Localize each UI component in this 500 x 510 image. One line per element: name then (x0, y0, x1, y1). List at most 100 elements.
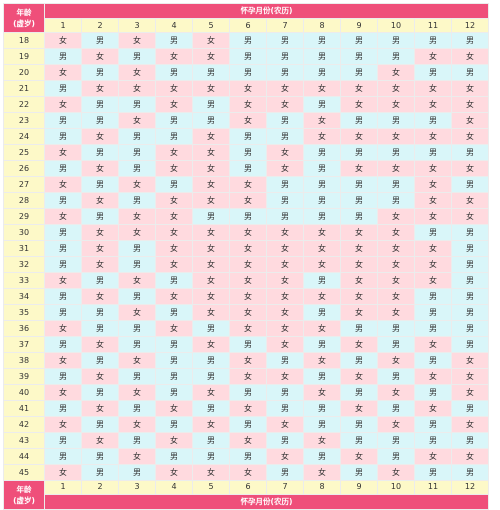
gender-cell: 女 (192, 336, 230, 353)
gender-cell: 女 (155, 96, 193, 113)
age-cell: 30 (3, 224, 45, 241)
gender-cell: 男 (451, 272, 489, 289)
gender-cell: 男 (377, 112, 415, 129)
gender-cell: 女 (229, 304, 267, 321)
table-row: 25 女男男女女男女男男男男男 (3, 144, 489, 161)
gender-cell: 女 (414, 160, 452, 177)
month-label: 4 (155, 480, 193, 495)
gender-cell: 女 (266, 448, 304, 465)
gender-cell: 女 (451, 48, 489, 65)
month-label: 11 (414, 18, 452, 33)
gender-cell: 女 (340, 448, 378, 465)
gender-cell: 男 (414, 464, 452, 481)
gender-cell: 女 (192, 128, 230, 145)
gender-cell: 女 (229, 80, 267, 97)
gender-cell: 男 (229, 128, 267, 145)
gender-cell: 女 (266, 80, 304, 97)
gender-cell: 男 (44, 336, 82, 353)
gender-cell: 女 (81, 288, 119, 305)
gender-cell: 女 (192, 32, 230, 49)
age-header-top: 年龄 (虚岁) (3, 3, 45, 33)
gender-cell: 女 (81, 160, 119, 177)
gender-cell: 女 (340, 272, 378, 289)
gender-cell: 女 (377, 288, 415, 305)
gender-cell: 女 (155, 256, 193, 273)
gender-cell: 女 (414, 48, 452, 65)
table-row: 24 男女男男女男男女女女女女 (3, 128, 489, 145)
gender-cell: 男 (414, 320, 452, 337)
gender-cell: 男 (377, 368, 415, 385)
gender-cell: 男 (451, 432, 489, 449)
gender-cell: 女 (192, 288, 230, 305)
gender-cell: 女 (81, 80, 119, 97)
gender-cell: 女 (44, 272, 82, 289)
month-label: 9 (340, 18, 378, 33)
gender-cell: 女 (414, 176, 452, 193)
gender-cell: 男 (340, 112, 378, 129)
gender-cell: 女 (44, 208, 82, 225)
gender-cell: 男 (414, 384, 452, 401)
month-label: 1 (44, 480, 82, 495)
gender-cell: 男 (266, 432, 304, 449)
age-cell: 27 (3, 176, 45, 193)
gender-cell: 女 (340, 80, 378, 97)
age-cell: 29 (3, 208, 45, 225)
gender-cell: 男 (303, 304, 341, 321)
gender-cell: 女 (192, 48, 230, 65)
gender-cell: 男 (451, 224, 489, 241)
table-row: 27 女男女男女女男男男男女男 (3, 176, 489, 193)
gender-cell: 男 (118, 336, 156, 353)
gender-cell: 男 (81, 112, 119, 129)
gender-cell: 男 (340, 352, 378, 369)
gender-cell: 女 (192, 144, 230, 161)
age-cell: 39 (3, 368, 45, 385)
gender-cell: 女 (81, 368, 119, 385)
gender-cell: 男 (118, 432, 156, 449)
header-title-row: 年龄 (虚岁) 怀孕月份(农历) (3, 2, 489, 33)
gender-cell: 女 (44, 352, 82, 369)
gender-cell: 女 (266, 96, 304, 113)
gender-cell: 男 (303, 208, 341, 225)
table-row: 38 女男女男男女男女男女男女 (3, 352, 489, 369)
gender-cell: 男 (451, 320, 489, 337)
gender-cell: 男 (155, 112, 193, 129)
gender-cell: 男 (44, 240, 82, 257)
gender-cell: 男 (192, 112, 230, 129)
gender-cell: 男 (118, 240, 156, 257)
age-cell: 26 (3, 160, 45, 177)
gender-cell: 女 (377, 256, 415, 273)
gender-cell: 女 (303, 288, 341, 305)
gender-cell: 女 (192, 176, 230, 193)
month-label: 10 (377, 18, 415, 33)
gender-cell: 女 (44, 416, 82, 433)
gender-cell: 男 (81, 384, 119, 401)
table-row: 26 男女男女女男女男女女女女 (3, 160, 489, 177)
gender-cell: 男 (377, 192, 415, 209)
gender-cell: 女 (229, 96, 267, 113)
gender-cell: 女 (377, 240, 415, 257)
gender-cell: 男 (303, 64, 341, 81)
month-label: 3 (118, 480, 156, 495)
gender-cell: 男 (377, 144, 415, 161)
gender-cell: 女 (414, 240, 452, 257)
gender-cell: 女 (340, 96, 378, 113)
age-label-bottom: (虚岁) (13, 18, 35, 28)
gender-cell: 男 (303, 32, 341, 49)
gender-cell: 男 (118, 400, 156, 417)
table-row: 39 男女男男男女女男女男女女 (3, 368, 489, 385)
age-cell: 45 (3, 464, 45, 481)
gender-cell: 男 (155, 352, 193, 369)
gender-cell: 男 (340, 464, 378, 481)
gender-cell: 男 (229, 448, 267, 465)
gender-cell: 男 (155, 32, 193, 49)
month-label: 7 (266, 18, 304, 33)
gender-cell: 男 (192, 208, 230, 225)
age-cell: 22 (3, 96, 45, 113)
gender-cell: 女 (229, 320, 267, 337)
gender-cell: 男 (414, 416, 452, 433)
gender-cell: 女 (229, 256, 267, 273)
gender-cell: 男 (192, 64, 230, 81)
gender-cell: 男 (377, 432, 415, 449)
gender-cell: 女 (266, 240, 304, 257)
gender-cell: 女 (155, 80, 193, 97)
